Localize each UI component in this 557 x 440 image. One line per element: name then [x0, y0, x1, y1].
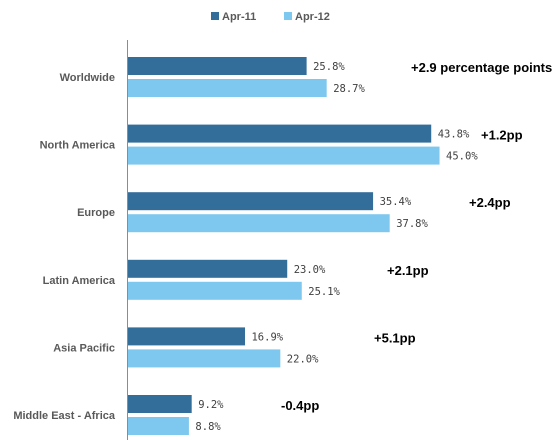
change-annotation: +2.9 percentage points — [411, 60, 552, 75]
bar-apr11 — [128, 192, 374, 211]
data-label: 43.8% — [438, 129, 470, 141]
legend-swatch-0 — [211, 12, 219, 20]
bar-apr12 — [128, 79, 327, 97]
bar-apr12 — [128, 281, 302, 300]
change-annotation: +5.1pp — [374, 330, 416, 345]
change-annotation: +2.4pp — [469, 195, 511, 210]
bar-apr11 — [128, 57, 307, 75]
data-label: 25.8% — [313, 61, 345, 73]
category-label: Latin America — [43, 275, 116, 287]
bar-apr11 — [128, 395, 192, 413]
annotations: +2.9 percentage points +1.2pp +2.4pp +2.1pp… — [281, 60, 552, 413]
data-label: 45.0% — [446, 151, 478, 163]
data-label: 37.8% — [396, 218, 428, 230]
value-labels: 25.8% 28.7% 43.8% 45.0% 35.4% 37.8% 23.0% 25.1%… — [195, 61, 478, 433]
category-label: Middle East - Africa — [13, 410, 116, 422]
legend: Apr-11 Apr-12 — [211, 11, 330, 23]
legend-label-0: Apr-11 — [222, 11, 256, 23]
bar-apr12 — [128, 417, 189, 435]
category-label: Europe — [77, 207, 115, 219]
category-label: Worldwide — [60, 72, 115, 84]
data-label: 28.7% — [333, 83, 365, 95]
legend-swatch-1 — [284, 12, 292, 20]
data-label: 25.1% — [308, 286, 340, 298]
data-label: 35.4% — [380, 196, 412, 208]
legend-label-1: Apr-12 — [295, 11, 330, 23]
data-label: 16.9% — [251, 331, 283, 343]
category-label: Asia Pacific — [53, 342, 115, 354]
category-labels: Worldwide North America Europe Latin Americ… — [13, 72, 116, 422]
bar-apr11 — [128, 259, 288, 278]
change-annotation: -0.4pp — [281, 398, 319, 413]
data-label: 9.2% — [198, 399, 224, 411]
data-label: 22.0% — [287, 353, 319, 365]
bar-apr12 — [128, 214, 390, 233]
bar-apr11 — [128, 327, 245, 346]
bars — [128, 57, 440, 435]
change-annotation: +1.2pp — [481, 128, 523, 143]
category-label: North America — [40, 140, 116, 152]
data-label: 8.8% — [195, 421, 221, 433]
bar-apr12 — [128, 146, 440, 165]
bar-apr11 — [128, 124, 432, 143]
change-annotation: +2.1pp — [387, 263, 429, 278]
bar-apr12 — [128, 349, 281, 368]
data-label: 23.0% — [294, 264, 326, 276]
